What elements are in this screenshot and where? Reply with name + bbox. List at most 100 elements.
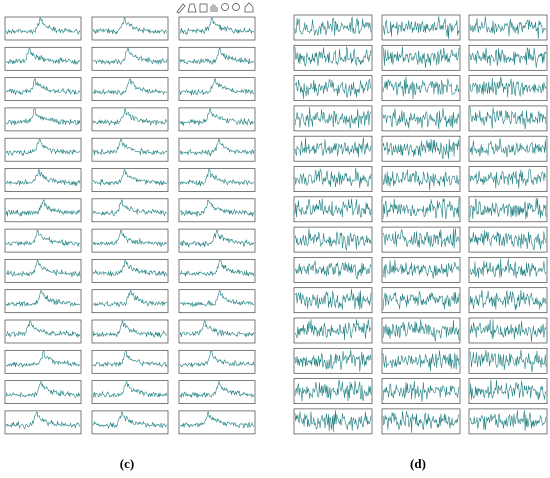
signal-trace <box>382 108 460 130</box>
subplot-frame <box>468 196 548 223</box>
signal-trace <box>469 168 547 189</box>
signal-trace <box>382 291 460 310</box>
signal-trace <box>92 260 168 277</box>
subplot-frame <box>178 198 256 223</box>
subplot-frame <box>178 137 256 162</box>
signal-trace <box>382 350 460 372</box>
signal-trace <box>469 76 547 98</box>
signal-trace <box>294 410 372 433</box>
signal-trace <box>179 381 255 399</box>
signal-trace <box>469 198 547 220</box>
signal-trace <box>5 260 81 278</box>
subplot-frame <box>91 380 169 404</box>
subplot-frame <box>91 107 169 132</box>
subplot-frame <box>178 16 256 41</box>
signal-trace <box>179 320 255 338</box>
panels <box>4 14 548 435</box>
signal-trace <box>92 381 168 398</box>
subplot-frame <box>91 137 169 162</box>
toolbar-icon[interactable] <box>210 4 218 12</box>
subplot-frame <box>4 410 82 435</box>
signal-trace <box>294 46 372 67</box>
signal-trace <box>92 78 168 96</box>
subplot-frame <box>178 46 256 71</box>
signal-trace <box>382 16 460 39</box>
signal-trace <box>382 410 460 433</box>
subplot-frame <box>4 137 82 162</box>
signal-trace <box>5 199 81 217</box>
signal-trace <box>294 167 372 188</box>
signal-trace <box>92 17 167 35</box>
signal-trace <box>294 379 372 402</box>
subplot-frame <box>293 44 373 71</box>
subplot-frame <box>4 198 82 223</box>
signal-trace <box>382 198 460 220</box>
subplot-frame <box>293 226 373 253</box>
signal-trace <box>469 258 547 279</box>
toolbar-icon[interactable] <box>187 3 197 13</box>
signal-trace <box>179 260 255 277</box>
signal-trace <box>5 169 81 186</box>
signal-trace <box>92 169 167 186</box>
signal-trace <box>5 411 81 429</box>
subplot-frame <box>91 228 169 253</box>
toolbar-icon[interactable] <box>176 3 186 14</box>
signal-trace <box>382 228 460 249</box>
subplot-frame <box>293 196 373 223</box>
subplot-frame <box>293 75 373 101</box>
signal-trace <box>469 379 547 401</box>
subplot-frame <box>293 347 373 374</box>
signal-trace <box>92 108 168 127</box>
signal-trace <box>382 76 460 100</box>
signal-trace <box>5 139 81 157</box>
signal-trace <box>469 138 547 158</box>
signal-trace <box>469 410 547 431</box>
signal-trace <box>294 107 372 129</box>
signal-trace <box>469 319 547 342</box>
toolbar-icon[interactable] <box>244 2 254 13</box>
subplot-frame <box>178 380 256 404</box>
signal-trace <box>92 139 168 156</box>
subplot-frame <box>91 46 169 71</box>
signal-trace <box>92 290 168 307</box>
signal-trace <box>5 17 81 35</box>
subplot-frame <box>91 349 169 374</box>
subplot-frame <box>4 168 82 192</box>
subplot-frame <box>91 289 169 314</box>
signal-trace <box>92 351 168 368</box>
signal-trace <box>5 351 81 369</box>
subplot-frame <box>178 228 256 253</box>
subplot-frame <box>4 228 82 253</box>
signal-trace <box>469 349 547 373</box>
signal-trace <box>294 137 372 158</box>
signal-trace <box>5 230 81 247</box>
signal-trace <box>5 320 81 338</box>
signal-trace <box>382 380 460 402</box>
toolbar-icon[interactable] <box>199 3 208 13</box>
subplot-frame <box>4 77 82 101</box>
signal-trace <box>382 319 460 342</box>
panel <box>293 14 548 435</box>
subplot-frame <box>178 410 256 435</box>
signal-trace <box>382 169 460 191</box>
signal-trace <box>5 381 81 398</box>
panel <box>4 16 256 435</box>
signal-trace <box>5 108 81 126</box>
signal-trace <box>92 199 168 217</box>
signal-trace <box>382 259 460 279</box>
signal-trace <box>179 230 255 249</box>
signal-trace <box>179 290 255 308</box>
subplot-frame <box>468 105 548 132</box>
signal-trace <box>382 46 460 69</box>
subplot-frame <box>4 349 82 374</box>
signal-trace <box>469 230 547 251</box>
subplot-frame <box>4 16 82 41</box>
signal-trace <box>294 78 372 99</box>
subplot-frame <box>4 289 82 314</box>
toolbar-icon[interactable] <box>221 3 229 11</box>
subplot-frame <box>293 378 373 404</box>
signal-trace <box>179 108 255 126</box>
signal-trace <box>179 199 255 217</box>
toolbar-icon[interactable] <box>232 3 240 11</box>
